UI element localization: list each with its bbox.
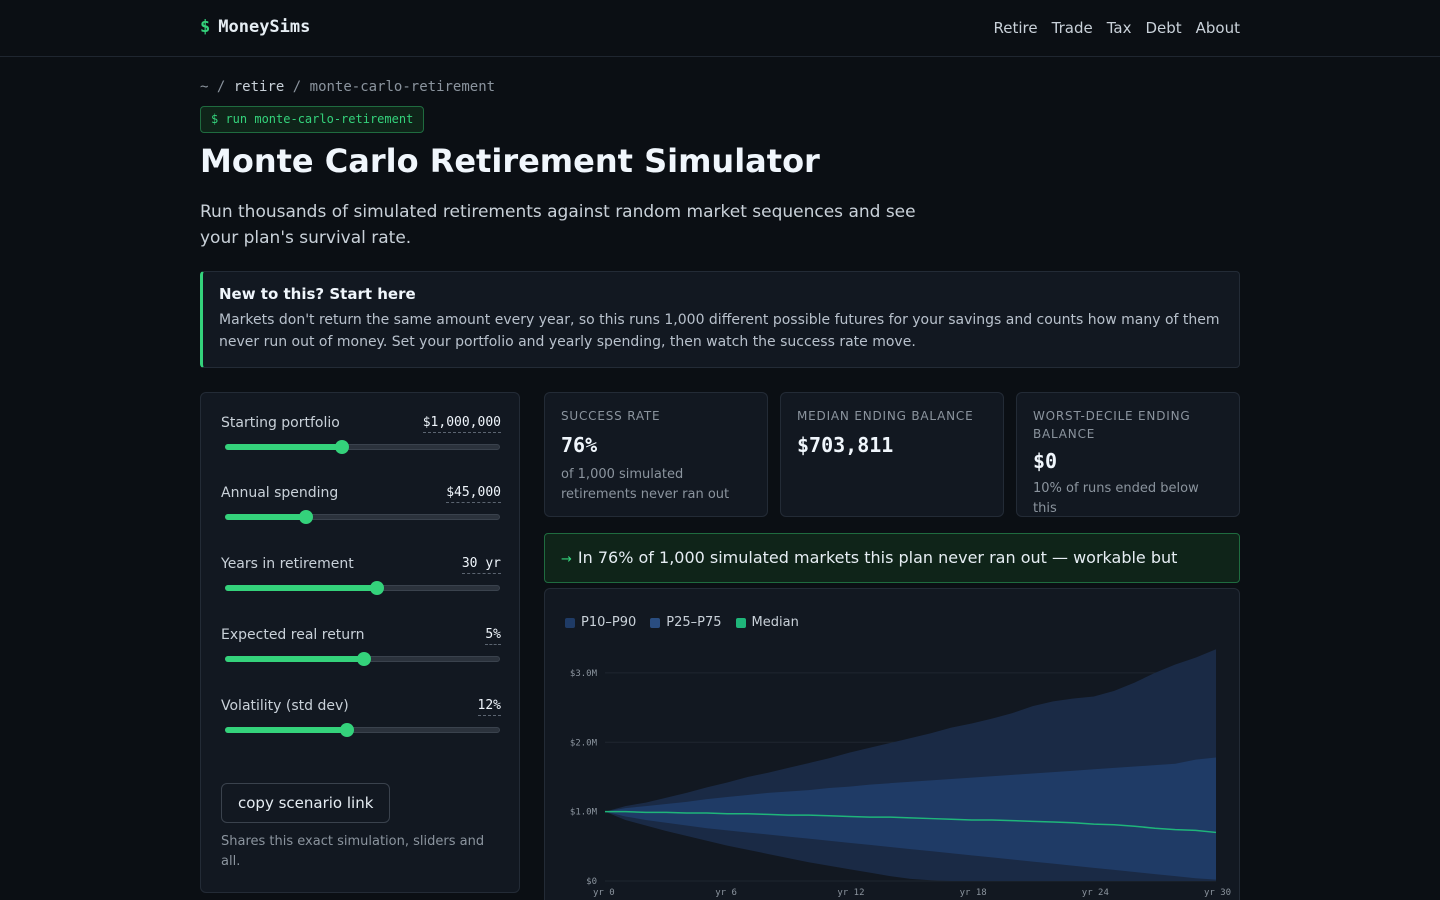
control-value[interactable]: 5% [485,627,501,645]
card-label: MEDIAN ENDING BALANCE [797,409,974,423]
legend-item: Median [735,615,799,630]
worst-decile-card: WORST-DECILE ENDING BALANCE $0 10% of ru… [1016,392,1240,517]
y-tick-label: $2.0M [570,738,598,748]
slider-thumb[interactable] [334,440,349,454]
slider-fill [225,727,346,733]
nav-debt[interactable]: Debt [1145,19,1182,37]
legend-swatch [735,617,746,628]
median-balance-card: MEDIAN ENDING BALANCE $703,811 [780,392,1004,517]
x-tick-label: yr 18 [960,888,987,898]
intro-heading: New to this? Start here [219,285,416,303]
slider-thumb[interactable] [298,510,313,524]
arrow-right-icon: → [561,552,572,567]
card-label: SUCCESS RATE [561,409,661,423]
legend-item: P10–P90 [565,615,636,630]
control-label: Years in retirement [221,556,354,572]
legend-label: P10–P90 [581,615,637,630]
slider-fill [225,656,363,662]
dollar-icon: $ [200,17,211,37]
nav-trade[interactable]: Trade [1051,19,1093,37]
verdict-banner: → In 76% of 1,000 simulated markets this … [544,533,1240,616]
control-label: Expected real return [221,627,365,643]
success-rate-card: SUCCESS RATE 76% of 1,000 simulated reti… [544,392,768,517]
intro-callout: New to this? Start here Markets don't re… [200,271,1240,368]
slider-fill [225,444,341,450]
card-sub: of 1,000 simulated retirements never ran… [561,467,730,502]
nav-about[interactable]: About [1195,19,1240,37]
brand-name: MoneySims [218,17,311,37]
x-tick-label: yr 6 [715,888,737,898]
slider-fill [225,514,305,520]
breadcrumb: ~ / retire / monte-carlo-retirement [200,79,495,95]
control-value[interactable]: $45,000 [446,485,501,503]
x-tick-label: yr 24 [1082,888,1109,898]
breadcrumb-page: monte-carlo-retirement [309,79,496,95]
nav-tax[interactable]: Tax [1106,19,1132,37]
controls-panel: Starting portfolio $1,000,000 Annual spe… [200,392,520,893]
intro-body: Markets don't return the same amount eve… [219,312,1220,350]
card-value: $703,811 [797,433,894,457]
slider-fill [225,585,377,591]
breadcrumb-section[interactable]: retire [233,79,285,95]
x-tick-label: yr 0 [593,888,615,898]
page-subtitle: Run thousands of simulated retirements a… [200,202,916,248]
y-tick-label: $3.0M [570,669,598,679]
slider-thumb[interactable] [356,652,371,666]
page-title: Monte Carlo Retirement Simulator [200,142,820,180]
command-badge: $ run monte-carlo-retirement [200,106,425,133]
copy-note: Shares this exact simulation, sliders an… [221,834,485,869]
card-value: 76% [561,433,598,457]
starting-portfolio-slider[interactable] [225,440,500,454]
expected-return-slider[interactable] [225,652,500,666]
top-bar: $ MoneySims Retire Trade Tax Debt About [0,0,1440,57]
x-tick-label: yr 12 [837,888,864,898]
chart-svg: $0 $1.0M $2.0M $3.0M yr 0 yr 6 yr 12 yr 18 yr 24… [570,649,1231,898]
y-tick-label: $0 [586,877,597,887]
control-label: Starting portfolio [221,415,340,431]
control-value[interactable]: $1,000,000 [422,415,501,433]
breadcrumb-separator: / [292,79,302,95]
annual-spending-slider[interactable] [225,510,500,524]
brand-logo[interactable]: $ MoneySims [200,17,310,37]
legend-label: Median [751,615,799,630]
y-tick-label: $1.0M [570,808,598,818]
years-in-retirement-slider[interactable] [225,581,500,595]
volatility-slider[interactable] [225,723,500,737]
breadcrumb-root[interactable]: ~ [200,79,209,95]
main-nav: Retire Trade Tax Debt About [994,19,1240,37]
slider-thumb[interactable] [370,581,385,595]
control-value[interactable]: 12% [477,698,501,716]
card-label: WORST-DECILE ENDING BALANCE [1033,409,1191,441]
chart-legend: P10–P90 P25–P75 Median [565,615,799,630]
copy-scenario-link-button[interactable]: copy scenario link [221,783,391,823]
nav-retire[interactable]: Retire [993,19,1038,37]
legend-item: P25–P75 [650,615,722,630]
slider-thumb[interactable] [340,723,354,737]
control-label: Volatility (std dev) [221,698,349,714]
projection-chart: $0 $1.0M $2.0M $3.0M yr 0 yr 6 yr 12 yr 18 yr 24… [544,588,1240,900]
legend-label: P25–P75 [666,615,722,630]
x-tick-label: yr 30 [1204,888,1231,898]
control-label: Annual spending [221,485,339,501]
control-value[interactable]: 30 yr [461,556,501,574]
breadcrumb-separator: / [216,79,226,95]
legend-swatch [650,617,661,628]
legend-swatch [565,617,575,628]
card-sub: 10% of runs ended below this [1033,481,1199,516]
card-value: $0 [1033,449,1058,473]
median-line [605,810,1217,834]
